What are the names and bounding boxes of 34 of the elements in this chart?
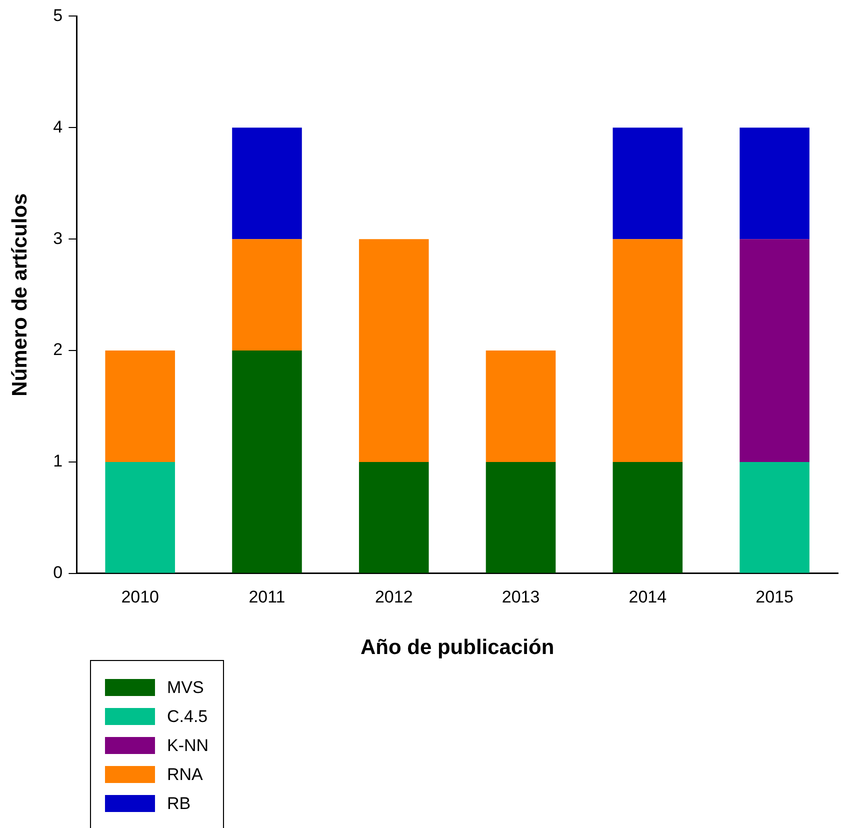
bar xyxy=(486,462,556,573)
x-tick-label: 2012 xyxy=(374,587,413,606)
x-tick-label: 2014 xyxy=(628,587,667,606)
legend-label: C.4.5 xyxy=(167,706,208,726)
bar xyxy=(232,128,302,240)
legend-label: RNA xyxy=(167,764,203,784)
x-tick-label: 2011 xyxy=(248,587,286,606)
x-tick-label: 2013 xyxy=(502,587,540,606)
x-tick-label: 2015 xyxy=(756,587,794,606)
y-tick-label: 2 xyxy=(53,340,63,360)
bar xyxy=(740,462,810,573)
legend-label: K-NN xyxy=(167,736,209,756)
bar xyxy=(232,350,302,573)
legend-label: MVS xyxy=(167,678,204,698)
y-tick-label: 0 xyxy=(53,563,63,582)
bar xyxy=(612,462,683,573)
bar xyxy=(612,239,683,462)
bar xyxy=(105,462,175,573)
bar xyxy=(740,239,810,462)
y-axis-title: Número de artículos xyxy=(8,193,32,396)
bar xyxy=(232,239,302,351)
bar xyxy=(740,128,810,240)
y-tick-label: 5 xyxy=(53,6,63,25)
bar xyxy=(358,462,429,573)
legend-label: RB xyxy=(167,794,191,814)
y-tick-label: 3 xyxy=(53,228,63,248)
bar xyxy=(358,239,429,462)
bar xyxy=(486,350,556,462)
y-tick-label: 1 xyxy=(53,452,63,471)
bar xyxy=(612,128,683,240)
y-tick-label: 4 xyxy=(53,117,63,136)
x-tick-label: 2010 xyxy=(121,587,160,606)
bar xyxy=(105,350,175,462)
x-axis-title: Año de publicación xyxy=(360,636,554,660)
